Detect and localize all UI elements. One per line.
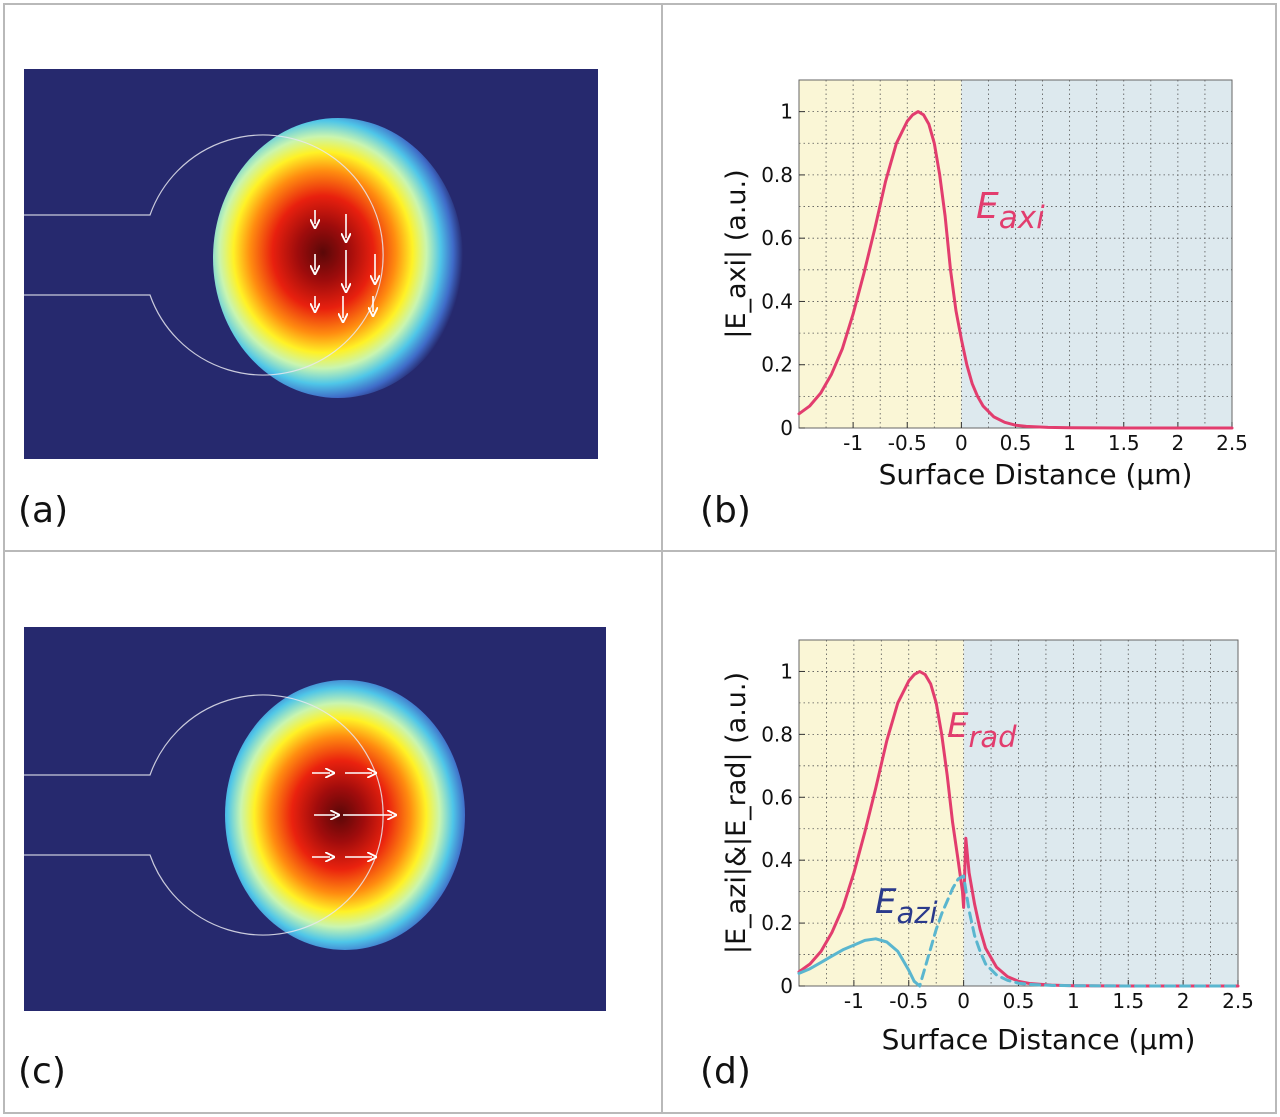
series-label-main: E xyxy=(947,706,969,746)
panel-label-b: (b) xyxy=(700,490,751,531)
series-label-main: E xyxy=(875,882,897,922)
plot-region-outside xyxy=(963,640,1238,986)
field-arrows-a xyxy=(315,210,375,318)
y-tick-label: 0.2 xyxy=(761,353,793,377)
series-label-main: E xyxy=(976,186,999,227)
series-line-e-axi xyxy=(797,110,1234,430)
y-tick-label: 0 xyxy=(780,416,793,440)
panel-label-d: (d) xyxy=(700,1051,751,1092)
x-axis-label: Surface Distance (μm) xyxy=(879,458,1193,491)
x-tick-label: -1 xyxy=(844,989,864,1013)
series-label-azi: Eazi xyxy=(875,882,938,930)
x-tick-label: 0.5 xyxy=(1003,989,1035,1013)
x-tick-label: 0 xyxy=(955,431,968,455)
x-tick-label: 0.5 xyxy=(1000,431,1032,455)
field-map-c xyxy=(24,627,606,1011)
series-line-e-azi-dashed xyxy=(912,874,1240,988)
x-tick-label: 1 xyxy=(1067,989,1080,1013)
x-tick-label: -0.5 xyxy=(888,431,927,455)
field-hotspot-a xyxy=(213,118,463,398)
x-axis-label: Surface Distance (μm) xyxy=(882,1023,1196,1056)
y-tick-label: 0.8 xyxy=(761,163,793,187)
x-tick-label: 2.5 xyxy=(1216,431,1248,455)
panel-label-c: (c) xyxy=(18,1051,66,1092)
y-tick-label: 0.6 xyxy=(761,785,793,809)
plot-region-inside xyxy=(799,640,964,986)
y-tick-label: 0.8 xyxy=(761,722,793,746)
series-line-e-rad xyxy=(797,670,1240,988)
chart-d: -1 -0.5 0 0.5 1 1.5 2 2.5 0 0.2 0.4 0.6 0.8 1 Surface … xyxy=(721,639,1254,1056)
x-tick-label: 2.5 xyxy=(1222,989,1254,1013)
waveguide-outline-a xyxy=(24,134,384,376)
x-tick-label: -1 xyxy=(843,431,863,455)
x-tick-label: 2 xyxy=(1177,989,1190,1013)
plot-region-outside xyxy=(961,80,1232,428)
x-tick-label: 0 xyxy=(957,989,970,1013)
x-tick-label: -0.5 xyxy=(889,989,928,1013)
panel-label-a: (a) xyxy=(18,490,68,531)
y-tick-label: 0 xyxy=(780,974,793,998)
panel-frame xyxy=(3,3,1277,1114)
chart-b: -1 -0.5 0 0.5 1 1.5 2 2.5 0 0.2 0.4 0.6 0.8 1 Surface … xyxy=(721,79,1248,491)
y-axis-label: |E_axi| (a.u.) xyxy=(721,169,752,338)
series-label-sub: axi xyxy=(999,200,1045,236)
series-line-e-azi xyxy=(797,937,916,983)
series-label-sub: rad xyxy=(968,720,1017,754)
y-tick-label: 1 xyxy=(780,659,793,683)
series-label-sub: azi xyxy=(896,896,937,930)
field-arrows-c xyxy=(312,773,392,857)
y-axis-label: |E_azi|&|E_rad| (a.u.) xyxy=(721,672,752,954)
x-tick-label: 1.5 xyxy=(1108,431,1140,455)
plot-region-inside xyxy=(799,80,962,428)
y-tick-label: 0.4 xyxy=(761,289,793,313)
y-tick-label: 1 xyxy=(780,100,793,124)
series-label-axi: Eaxi xyxy=(976,186,1045,236)
y-tick-label: 0.4 xyxy=(761,848,793,872)
field-map-a xyxy=(24,69,598,459)
series-label-rad: Erad xyxy=(947,706,1017,754)
x-tick-label: 1.5 xyxy=(1112,989,1144,1013)
x-tick-label: 1 xyxy=(1063,431,1076,455)
y-tick-label: 0.2 xyxy=(761,911,793,935)
y-tick-label: 0.6 xyxy=(761,226,793,250)
x-tick-label: 2 xyxy=(1172,431,1185,455)
